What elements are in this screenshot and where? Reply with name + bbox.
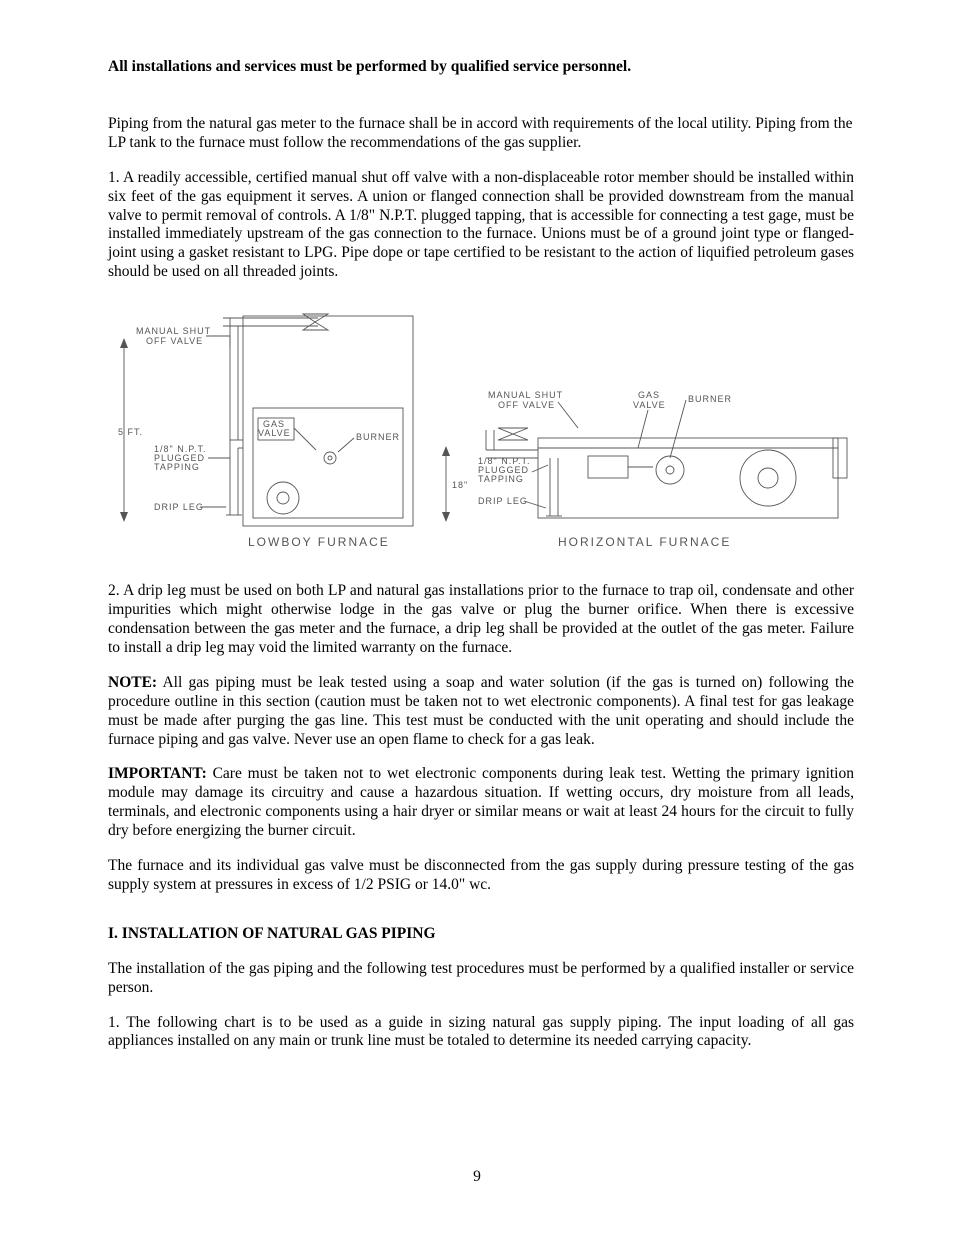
label-drip-l: DRIP LEG [154, 502, 204, 512]
page-number: 9 [0, 1168, 954, 1187]
install-paragraph: The installation of the gas piping and t… [108, 960, 854, 998]
furnace-diagram: 5 FT. MANUAL SHUT OFF VALVE GAS VALVE [108, 300, 854, 560]
paragraph-2: 2. A drip leg must be used on both LP an… [108, 582, 854, 658]
label-burner-r: BURNER [688, 394, 732, 404]
chart-paragraph: 1. The following chart is to be used as … [108, 1014, 854, 1052]
label-gas-r: GAS [638, 390, 660, 400]
section-heading: I. INSTALLATION OF NATURAL GAS PIPING [108, 925, 854, 944]
label-off-valve-l: OFF VALVE [146, 336, 203, 346]
page: All installations and services must be p… [0, 0, 954, 1235]
note-paragraph: NOTE: All gas piping must be leak tested… [108, 674, 854, 750]
label-valve-r: VALVE [633, 400, 666, 410]
paragraph-1: 1. A readily accessible, certified manua… [108, 169, 854, 282]
label-manual-shut-r: MANUAL SHUT [488, 390, 563, 400]
disconnect-paragraph: The furnace and its individual gas valve… [108, 857, 854, 895]
label-burner-l: BURNER [356, 432, 400, 442]
intro-paragraph: Piping from the natural gas meter to the… [108, 115, 854, 153]
important-body: Care must be taken not to wet electronic… [108, 765, 854, 839]
label-drip-r: DRIP LEG [478, 496, 528, 506]
header-warning: All installations and services must be p… [108, 58, 854, 77]
label-18in: 18" [452, 480, 468, 490]
label-tapping-r: TAPPING [478, 474, 524, 484]
label-off-valve-r: OFF VALVE [498, 400, 555, 410]
note-label: NOTE: [108, 674, 157, 691]
label-5ft: 5 FT. [118, 427, 143, 437]
important-label: IMPORTANT: [108, 765, 207, 782]
label-tapping-l: TAPPING [154, 462, 200, 472]
title-lowboy: LOWBOY FURNACE [248, 535, 390, 549]
important-paragraph: IMPORTANT: Care must be taken not to wet… [108, 765, 854, 841]
label-valve-l: VALVE [258, 428, 291, 438]
note-body: All gas piping must be leak tested using… [108, 674, 854, 748]
label-manual-shut-l: MANUAL SHUT [136, 326, 211, 336]
title-horizontal: HORIZONTAL FURNACE [558, 535, 731, 549]
